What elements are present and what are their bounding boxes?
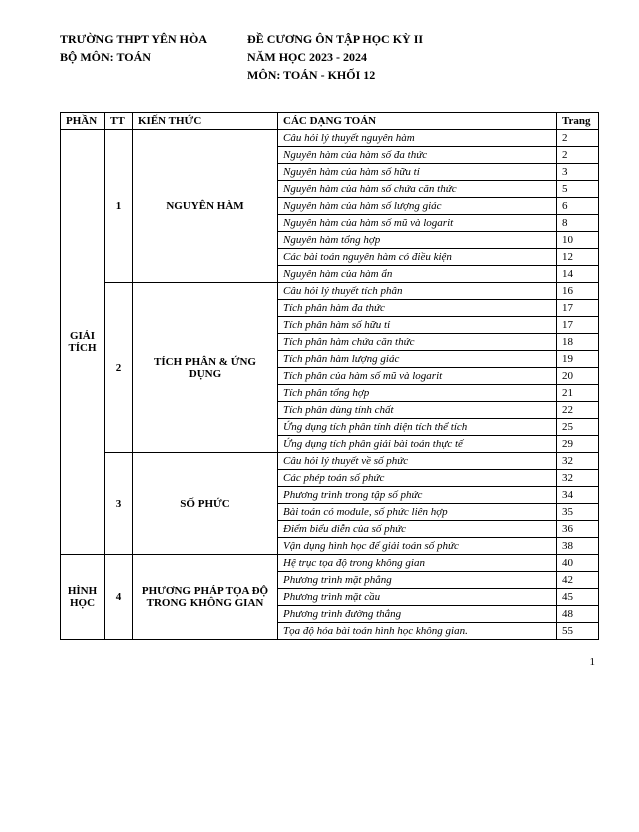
col-header-tt: TT [105, 113, 133, 130]
page-cell: 32 [557, 453, 599, 470]
page-cell: 25 [557, 419, 599, 436]
topic-cell: Nguyên hàm của hàm số mũ và logarit [278, 215, 557, 232]
topic-cell: Tích phân hàm lượng giác [278, 351, 557, 368]
page-number: 1 [60, 656, 599, 668]
page-cell: 48 [557, 606, 599, 623]
outline-body: GIẢI TÍCH1NGUYÊN HÀMCâu hỏi lý thuyết ng… [61, 130, 599, 640]
page-cell: 35 [557, 504, 599, 521]
topic-cell: Bài toán có module, số phức liên hợp [278, 504, 557, 521]
topic-cell: Nguyên hàm của hàm ẩn [278, 266, 557, 283]
page-cell: 8 [557, 215, 599, 232]
page: TRƯỜNG THPT YÊN HÒA BỘ MÔN: TOÁN ĐỀ CƯƠN… [0, 0, 639, 688]
section-cell: HÌNH HỌC [61, 555, 105, 640]
topic-cell: Nguyên hàm của hàm số chứa căn thức [278, 181, 557, 198]
page-cell: 14 [557, 266, 599, 283]
page-cell: 20 [557, 368, 599, 385]
page-cell: 17 [557, 317, 599, 334]
col-header-phan: PHẦN [61, 113, 105, 130]
title-line-3: MÔN: TOÁN - KHỐI 12 [247, 66, 599, 84]
section-cell: GIẢI TÍCH [61, 130, 105, 555]
topic-cell: Tích phân hàm chứa căn thức [278, 334, 557, 351]
page-cell: 29 [557, 436, 599, 453]
topic-cell: Tích phân hàm số hữu tỉ [278, 317, 557, 334]
page-cell: 45 [557, 589, 599, 606]
table-row: HÌNH HỌC4PHƯƠNG PHÁP TỌA ĐỘ TRONG KHÔNG … [61, 555, 599, 572]
topic-cell: Ứng dụng tích phân tính diện tích thể tí… [278, 419, 557, 436]
page-cell: 12 [557, 249, 599, 266]
chapter-number-cell: 2 [105, 283, 133, 453]
topic-cell: Nguyên hàm của hàm số đa thức [278, 147, 557, 164]
page-cell: 36 [557, 521, 599, 538]
chapter-number-cell: 1 [105, 130, 133, 283]
page-cell: 2 [557, 130, 599, 147]
chapter-title-cell: SỐ PHỨC [133, 453, 278, 555]
page-cell: 5 [557, 181, 599, 198]
page-cell: 22 [557, 402, 599, 419]
page-cell: 40 [557, 555, 599, 572]
chapter-title-cell: PHƯƠNG PHÁP TỌA ĐỘ TRONG KHÔNG GIAN [133, 555, 278, 640]
topic-cell: Vận dụng hình học để giải toán số phức [278, 538, 557, 555]
chapter-title-cell: TÍCH PHÂN & ỨNG DỤNG [133, 283, 278, 453]
topic-cell: Tích phân của hàm số mũ và logarit [278, 368, 557, 385]
topic-cell: Phương trình trong tập số phức [278, 487, 557, 504]
page-cell: 38 [557, 538, 599, 555]
header-right: ĐỀ CƯƠNG ÔN TẬP HỌC KỲ II NĂM HỌC 2023 -… [247, 30, 599, 84]
page-cell: 16 [557, 283, 599, 300]
topic-cell: Tích phân dùng tính chất [278, 402, 557, 419]
topic-cell: Câu hỏi lý thuyết về số phức [278, 453, 557, 470]
col-header-trang: Trang [557, 113, 599, 130]
page-cell: 2 [557, 147, 599, 164]
topic-cell: Ứng dụng tích phân giải bài toán thực tế [278, 436, 557, 453]
table-header-row: PHẦN TT KIẾN THỨC CÁC DẠNG TOÁN Trang [61, 113, 599, 130]
topic-cell: Hệ trục tọa độ trong không gian [278, 555, 557, 572]
topic-cell: Nguyên hàm của hàm số hữu tỉ [278, 164, 557, 181]
topic-cell: Tích phân tổng hợp [278, 385, 557, 402]
topic-cell: Nguyên hàm của hàm số lượng giác [278, 198, 557, 215]
chapter-number-cell: 3 [105, 453, 133, 555]
chapter-number-cell: 4 [105, 555, 133, 640]
title-line-2: NĂM HỌC 2023 - 2024 [247, 48, 599, 66]
department: BỘ MÔN: TOÁN [60, 48, 207, 66]
table-row: GIẢI TÍCH1NGUYÊN HÀMCâu hỏi lý thuyết ng… [61, 130, 599, 147]
chapter-title-cell: NGUYÊN HÀM [133, 130, 278, 283]
page-cell: 17 [557, 300, 599, 317]
title-line-1: ĐỀ CƯƠNG ÔN TẬP HỌC KỲ II [247, 30, 599, 48]
topic-cell: Phương trình mặt phẳng [278, 572, 557, 589]
page-cell: 19 [557, 351, 599, 368]
page-cell: 3 [557, 164, 599, 181]
topic-cell: Phương trình mặt cầu [278, 589, 557, 606]
table-row: 2TÍCH PHÂN & ỨNG DỤNGCâu hỏi lý thuyết t… [61, 283, 599, 300]
topic-cell: Các bài toán nguyên hàm có điều kiện [278, 249, 557, 266]
page-cell: 21 [557, 385, 599, 402]
page-cell: 18 [557, 334, 599, 351]
topic-cell: Nguyên hàm tổng hợp [278, 232, 557, 249]
topic-cell: Các phép toán số phức [278, 470, 557, 487]
col-header-kien-thuc: KIẾN THỨC [133, 113, 278, 130]
page-cell: 10 [557, 232, 599, 249]
page-cell: 42 [557, 572, 599, 589]
topic-cell: Câu hỏi lý thuyết tích phân [278, 283, 557, 300]
topic-cell: Phương trình đường thẳng [278, 606, 557, 623]
col-header-dang: CÁC DẠNG TOÁN [278, 113, 557, 130]
page-cell: 55 [557, 623, 599, 640]
topic-cell: Câu hỏi lý thuyết nguyên hàm [278, 130, 557, 147]
topic-cell: Tích phân hàm đa thức [278, 300, 557, 317]
page-cell: 6 [557, 198, 599, 215]
table-row: 3SỐ PHỨCCâu hỏi lý thuyết về số phức32 [61, 453, 599, 470]
page-cell: 32 [557, 470, 599, 487]
page-cell: 34 [557, 487, 599, 504]
topic-cell: Tọa độ hóa bài toán hình học không gian. [278, 623, 557, 640]
topic-cell: Điểm biểu diễn của số phức [278, 521, 557, 538]
outline-table: PHẦN TT KIẾN THỨC CÁC DẠNG TOÁN Trang GI… [60, 112, 599, 640]
school-name: TRƯỜNG THPT YÊN HÒA [60, 30, 207, 48]
header-left: TRƯỜNG THPT YÊN HÒA BỘ MÔN: TOÁN [60, 30, 207, 84]
document-header: TRƯỜNG THPT YÊN HÒA BỘ MÔN: TOÁN ĐỀ CƯƠN… [60, 30, 599, 84]
